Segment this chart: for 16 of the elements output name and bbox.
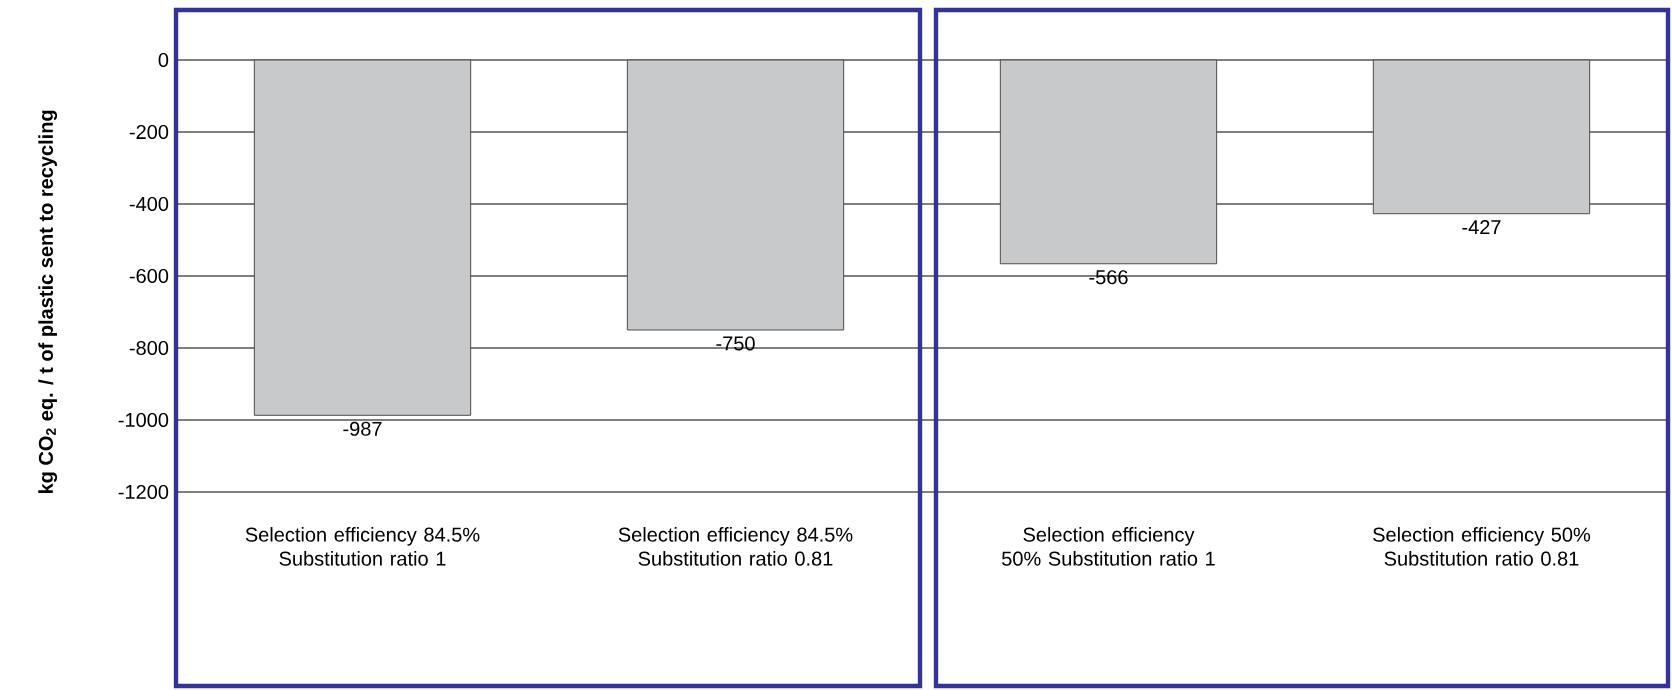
y-axis-title: kg CO$_{2}$ eq. / t of plastic sent to recycling bbox=[38, 110, 58, 494]
y-tick-label: 0 bbox=[158, 52, 169, 68]
y-tick-label: -600 bbox=[129, 268, 169, 284]
x-tick-label: Selection efficiency 84.5% Substitution ratio 1 bbox=[245, 527, 480, 566]
x-tick-label: Selection efficiency 50% Substitution ratio 0.81 bbox=[1373, 527, 1591, 566]
x-tick-label: Selection efficiency 50% Substitution ratio 1 bbox=[1002, 527, 1215, 566]
data-label: -566 bbox=[1089, 270, 1128, 285]
y-tick-label: -400 bbox=[129, 196, 169, 212]
data-label: -750 bbox=[716, 336, 755, 351]
y-tick-label: -1000 bbox=[118, 412, 169, 428]
y-tick-label: -800 bbox=[129, 340, 169, 356]
x-tick-label: Selection efficiency 84.5% Substitution ratio 0.81 bbox=[618, 527, 853, 566]
y-tick-label: -200 bbox=[129, 124, 169, 140]
data-label: -987 bbox=[343, 421, 382, 436]
data-label: -427 bbox=[1462, 220, 1501, 235]
y-tick-label: -1200 bbox=[118, 484, 169, 500]
